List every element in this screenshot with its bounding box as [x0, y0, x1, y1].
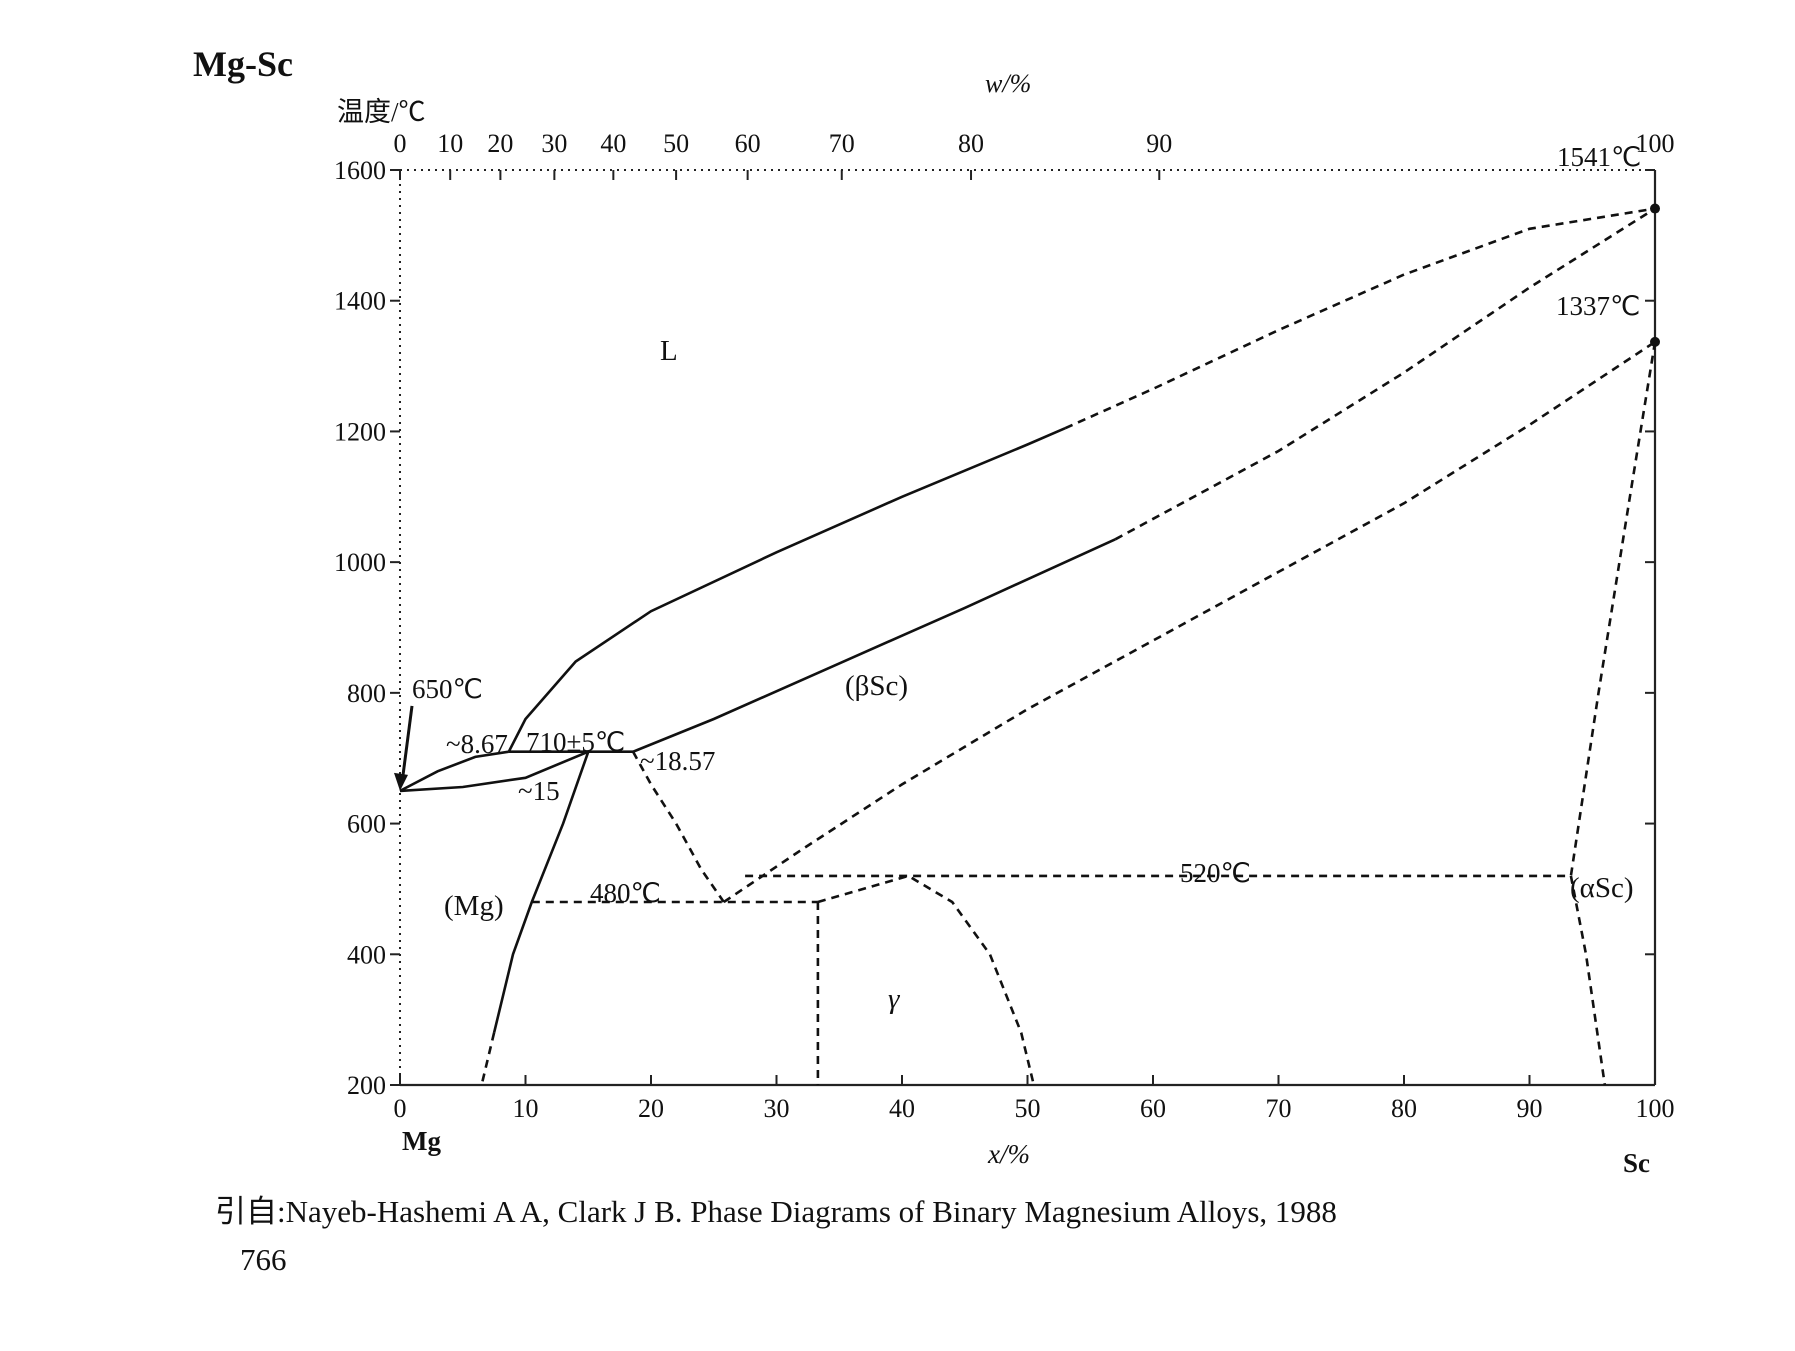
sc-melting-label: 1541℃ — [1557, 142, 1641, 172]
bottom-axis-label: x/% — [987, 1139, 1030, 1169]
x-tick-label: 10 — [513, 1094, 539, 1123]
x-tick-label: 90 — [1517, 1094, 1543, 1123]
axis-ticks: 0 10 20 30 40 50 60 70 80 90 1000 10 20 30 40 50 60 70 80 9… — [334, 129, 1675, 1123]
phase-boundary-8 — [480, 1032, 496, 1086]
region-gamma-label: γ — [888, 983, 901, 1015]
top-tick-label: 40 — [600, 129, 626, 158]
phase-boundaries — [399, 207, 1657, 1086]
x-tick-label: 70 — [1266, 1094, 1292, 1123]
top-tick-label: 90 — [1146, 129, 1172, 158]
region-mg-label: (Mg) — [444, 890, 504, 922]
page-number: 766 — [240, 1242, 287, 1277]
phase-boundary-11 — [723, 340, 1656, 904]
x-tick-label: 40 — [889, 1094, 915, 1123]
mg-melting-label: 650℃ — [412, 674, 483, 704]
peritectic-right-label: ~18.57 — [640, 746, 715, 776]
region-beta-sc-label: (βSc) — [845, 670, 908, 702]
y-tick-label: 1000 — [334, 548, 386, 577]
y-tick-label: 200 — [347, 1071, 386, 1100]
region-alpha-sc-label: (αSc) — [1570, 872, 1634, 904]
eutectoid-temp-label: 480℃ — [590, 878, 661, 908]
right-element-label: Sc — [1623, 1148, 1650, 1178]
top-tick-label: 10 — [437, 129, 463, 158]
top-tick-label: 30 — [541, 129, 567, 158]
top-axis-label: w/% — [985, 69, 1031, 98]
y-tick-label: 1200 — [334, 417, 386, 446]
alpha-beta-temp-label: 520℃ — [1180, 858, 1251, 888]
source-citation: 引自:Nayeb-Hashemi A A, Clark J B. Phase D… — [215, 1194, 1337, 1229]
sc-transition-label: 1337℃ — [1556, 291, 1640, 321]
phase-boundary-16 — [1569, 875, 1607, 1086]
x-tick-label: 50 — [1015, 1094, 1041, 1123]
x-tick-label: 20 — [638, 1094, 664, 1123]
top-tick-label: 60 — [735, 129, 761, 158]
top-tick-label: 70 — [829, 129, 855, 158]
phase-boundary-14 — [817, 874, 1036, 1086]
x-tick-label: 60 — [1140, 1094, 1166, 1123]
phase-boundary-3 — [399, 750, 589, 793]
y-tick-label: 800 — [347, 679, 386, 708]
peritectic-left-label: ~8.67 — [446, 729, 508, 759]
phase-boundary-6 — [1114, 207, 1656, 541]
x-tick-label: 80 — [1391, 1094, 1417, 1123]
y-tick-label: 1400 — [334, 287, 386, 316]
mg-melting-arrow — [400, 705, 414, 784]
y-tick-label: 600 — [347, 810, 386, 839]
peritectic-mid-label: ~15 — [518, 776, 560, 806]
y-tick-label: 400 — [347, 940, 386, 969]
top-tick-label: 20 — [487, 129, 513, 158]
phase-boundary-5 — [632, 538, 1116, 753]
sc-transition-point-marker — [1650, 336, 1660, 347]
phase-boundary-15 — [1569, 341, 1657, 877]
peritectic-temp-label: 710±5℃ — [526, 727, 625, 757]
phase-boundary-1 — [507, 427, 1066, 753]
y-tick-label: 1600 — [334, 156, 386, 185]
mg-melting-arrowhead — [394, 772, 408, 791]
top-tick-label: 100 — [1636, 129, 1675, 158]
temperature-axis-label: 温度/℃ — [337, 97, 426, 127]
x-tick-label: 100 — [1636, 1094, 1675, 1123]
x-tick-label: 30 — [764, 1094, 790, 1123]
system-label: Mg-Sc — [193, 44, 293, 84]
x-tick-label: 0 — [394, 1094, 407, 1123]
top-tick-label: 50 — [663, 129, 689, 158]
region-liquid-label: L — [660, 335, 678, 367]
sc-melting-point-marker — [1650, 203, 1660, 214]
top-tick-label: 80 — [958, 129, 984, 158]
phase-boundary-0 — [399, 750, 509, 793]
top-tick-label: 0 — [394, 129, 407, 158]
left-element-label: Mg — [402, 1126, 441, 1156]
